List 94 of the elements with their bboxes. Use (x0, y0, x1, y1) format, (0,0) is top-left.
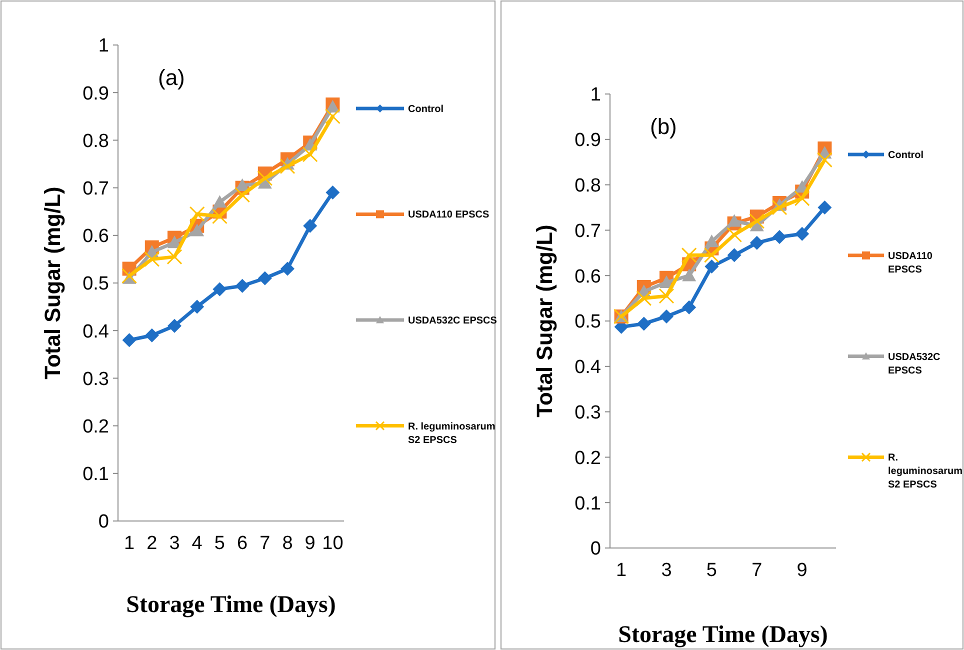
y-tick-label: 0 (590, 538, 601, 560)
x-axis-title: Storage Time (Days) (126, 592, 336, 618)
y-tick-label: 0.6 (574, 266, 601, 288)
point (122, 268, 138, 284)
legend-label: R. leguminosarum S2 EPSCS (888, 452, 963, 491)
point (818, 200, 832, 214)
point (258, 271, 272, 286)
y-tick-label: 0.7 (82, 178, 109, 200)
y-tick-label: 0.1 (574, 493, 601, 514)
y-tick-label: 0.5 (82, 274, 109, 295)
point (795, 226, 810, 241)
point (168, 318, 182, 333)
point (257, 170, 273, 186)
point (704, 260, 719, 274)
point (772, 230, 786, 244)
point (235, 278, 250, 293)
x-tick-label: 5 (214, 533, 225, 554)
point (212, 208, 228, 224)
y-axis-title: Total Sugar (mg/L) (532, 224, 557, 418)
legend-label: USDA110 EPSCS (888, 250, 933, 276)
x-tick-label: 4 (192, 533, 203, 554)
legend-label: USDA532C EPSCS (408, 316, 498, 327)
x-tick-label: 5 (706, 560, 717, 581)
point (682, 268, 696, 282)
point (727, 248, 742, 262)
point (660, 309, 674, 324)
legend-label: USDA110 EPSCS (408, 210, 490, 221)
point (749, 213, 765, 229)
point (212, 195, 227, 208)
point (212, 282, 227, 296)
y-tick-label: 0.7 (574, 220, 601, 242)
point (190, 224, 204, 236)
point (234, 187, 250, 203)
x-tick-label: 10 (322, 533, 344, 554)
point (326, 186, 340, 200)
legend-label: Control (408, 104, 444, 115)
point (122, 333, 136, 348)
y-tick-label: 0 (98, 512, 109, 533)
y-tick-label: 0.4 (82, 321, 110, 342)
point (726, 226, 742, 242)
legend-label: USDA532C EPSCS (888, 352, 940, 376)
annotation: (b) (650, 114, 677, 139)
x-axis-title: Storage Time (Days) (618, 622, 828, 648)
point (280, 262, 294, 276)
x-tick-label: 3 (169, 533, 180, 554)
point (144, 251, 160, 267)
point (772, 200, 788, 216)
y-tick-label: 0.1 (82, 464, 109, 486)
point (280, 158, 296, 174)
legend-label: R. leguminosarum S2 EPSCS (408, 421, 496, 446)
legend-label: Control (888, 150, 924, 162)
y-tick-label: 0.9 (574, 130, 601, 152)
y-tick-label: 0.8 (574, 175, 601, 196)
point (303, 218, 318, 233)
x-tick-label: 2 (146, 533, 158, 554)
y-tick-label: 0.5 (574, 312, 601, 333)
x-tick-label: 6 (237, 533, 248, 554)
point (750, 236, 764, 250)
x-tick-label: 9 (304, 533, 316, 554)
point (636, 290, 652, 306)
point (704, 234, 719, 248)
point (189, 206, 205, 222)
y-axis-title: Total Sugar (mg/L) (40, 186, 65, 380)
point (324, 108, 340, 124)
point (144, 328, 159, 342)
x-tick-label: 9 (796, 560, 808, 581)
x-tick-label: 3 (661, 560, 672, 581)
x-tick-label: 7 (752, 560, 762, 581)
x-tick-label: 7 (260, 533, 270, 554)
point (704, 247, 720, 263)
y-tick-label: 0.4 (574, 357, 602, 378)
point (190, 300, 204, 314)
point (794, 190, 810, 206)
x-tick-label: 1 (616, 560, 627, 581)
point (682, 300, 696, 314)
y-tick-label: 0.8 (82, 130, 109, 152)
y-tick-label: 0.6 (82, 226, 109, 248)
x-tick-label: 1 (124, 533, 135, 554)
point (166, 249, 182, 265)
point (681, 247, 697, 263)
y-tick-label: 0.9 (82, 83, 109, 104)
point (727, 214, 742, 227)
y-tick-label: 0.2 (574, 448, 601, 469)
y-tick-label: 0.2 (82, 416, 109, 438)
y-tick-label: 0.3 (574, 402, 601, 424)
point (636, 316, 651, 331)
point (302, 146, 318, 162)
point (816, 152, 832, 168)
y-tick-label: 0.3 (82, 368, 109, 390)
y-tick-label: 1 (590, 84, 601, 106)
x-tick-label: 8 (282, 533, 293, 554)
y-tick-label: 1 (98, 36, 109, 57)
annotation: (a) (158, 65, 185, 90)
point (658, 288, 674, 304)
